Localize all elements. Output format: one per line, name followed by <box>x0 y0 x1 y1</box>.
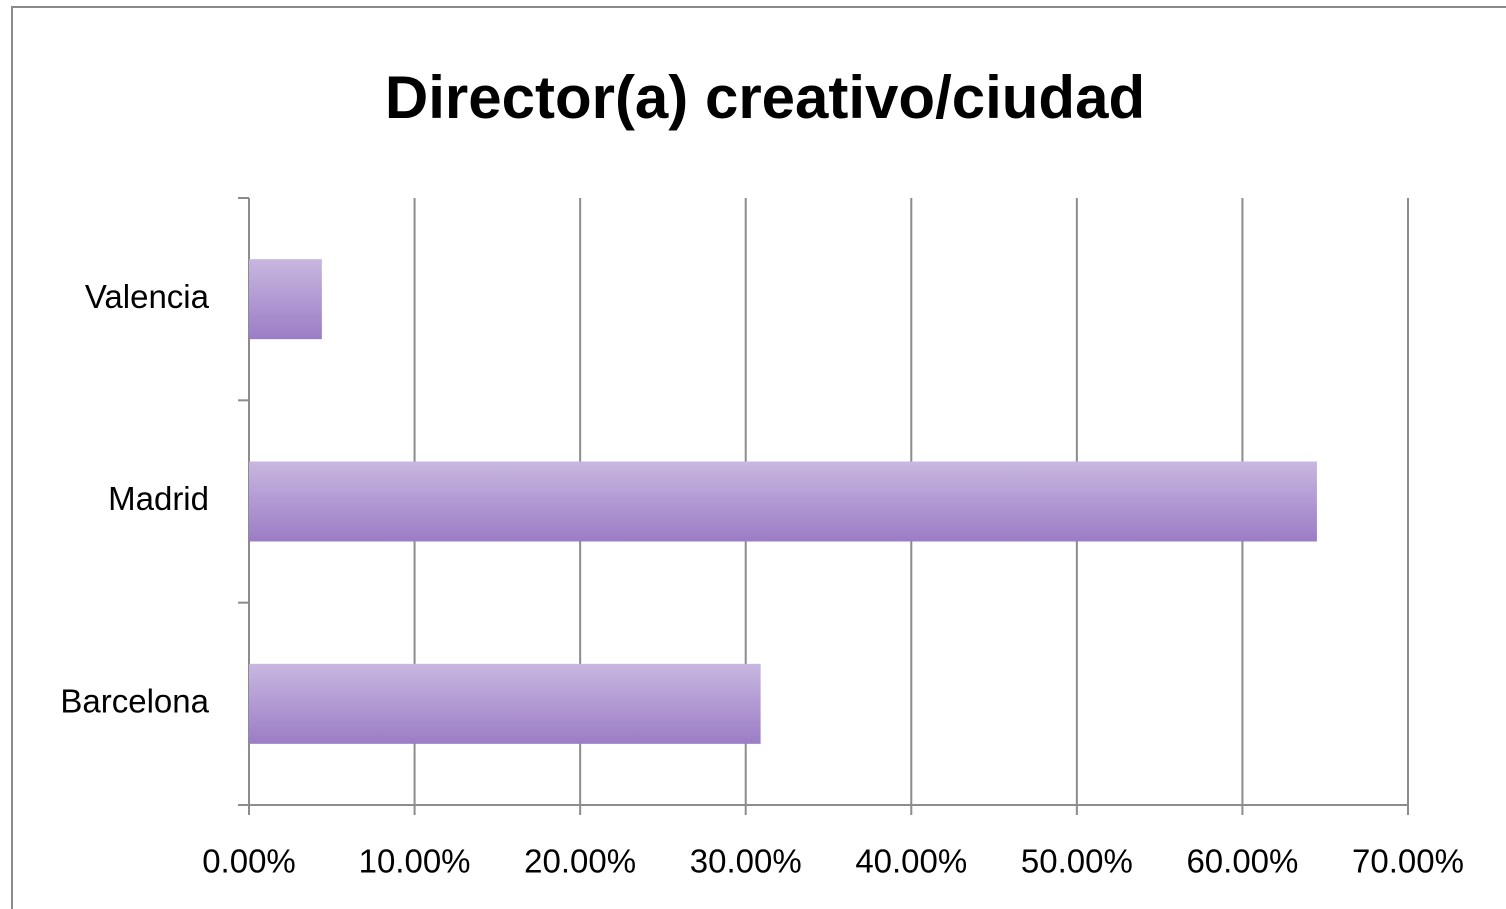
x-tick-label: 30.00% <box>690 843 802 880</box>
bar <box>249 259 322 340</box>
x-tick-label: 10.00% <box>359 843 471 880</box>
chart-title: Director(a) creativo/ciudad <box>385 64 1145 131</box>
y-tick-label: Madrid <box>108 480 209 517</box>
x-tick-label: 50.00% <box>1021 843 1133 880</box>
x-tick-label: 0.00% <box>202 843 296 880</box>
x-tick-label: 70.00% <box>1352 843 1464 880</box>
bar <box>249 461 1317 542</box>
y-tick-label: Barcelona <box>60 683 209 720</box>
x-tick-label: 40.00% <box>855 843 967 880</box>
bar <box>249 663 761 744</box>
x-tick-label: 20.00% <box>524 843 636 880</box>
chart-frame <box>11 6 1506 909</box>
y-tick-label: Valencia <box>85 278 210 315</box>
x-tick-label: 60.00% <box>1186 843 1298 880</box>
